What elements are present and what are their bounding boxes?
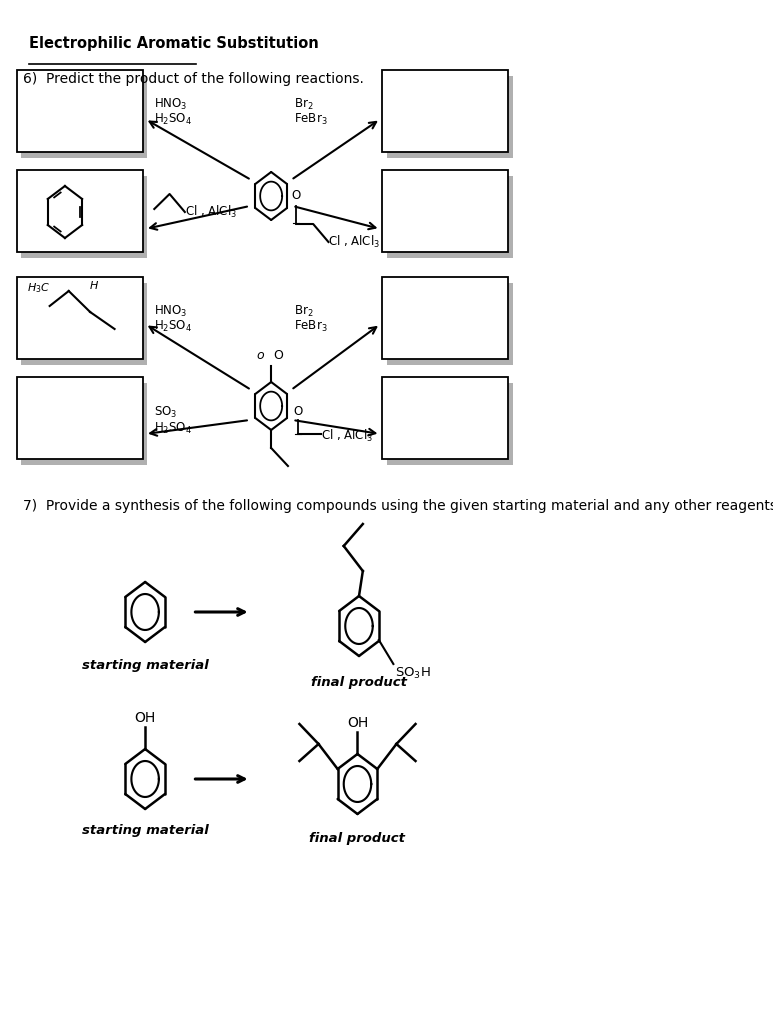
Text: H: H	[90, 281, 98, 291]
Text: HNO$_3$: HNO$_3$	[155, 304, 188, 319]
Text: O: O	[274, 349, 284, 362]
Text: 7)  Provide a synthesis of the following compounds using the given starting mate: 7) Provide a synthesis of the following …	[23, 499, 773, 513]
Bar	[17, 377, 143, 459]
Text: FeBr$_3$: FeBr$_3$	[294, 318, 328, 334]
Text: final product: final product	[309, 831, 406, 845]
Bar	[22, 383, 148, 465]
Bar	[17, 170, 143, 252]
Text: HNO$_3$: HNO$_3$	[155, 97, 188, 112]
Bar	[22, 283, 148, 365]
Bar	[22, 76, 148, 158]
Bar	[382, 70, 508, 152]
Bar	[382, 377, 508, 459]
Text: Br$_2$: Br$_2$	[294, 97, 314, 112]
Text: OH: OH	[135, 711, 155, 725]
Text: O: O	[293, 406, 302, 418]
Bar	[17, 278, 143, 359]
Text: Cl , AlCl$_3$: Cl , AlCl$_3$	[321, 428, 373, 444]
Text: Cl , AlCl$_3$: Cl , AlCl$_3$	[329, 233, 380, 250]
Text: 6)  Predict the product of the following reactions.: 6) Predict the product of the following …	[23, 72, 364, 86]
Text: H$_2$SO$_4$: H$_2$SO$_4$	[155, 421, 192, 436]
Text: Cl , AlCl$_3$: Cl , AlCl$_3$	[185, 204, 237, 220]
Bar	[386, 76, 512, 158]
Bar	[17, 70, 143, 152]
Text: Electrophilic Aromatic Substitution: Electrophilic Aromatic Substitution	[29, 36, 318, 51]
Text: starting material: starting material	[82, 824, 209, 837]
Text: SO$_3$: SO$_3$	[155, 404, 178, 420]
Text: final product: final product	[311, 676, 407, 689]
Text: H$_2$SO$_4$: H$_2$SO$_4$	[155, 112, 192, 127]
Text: starting material: starting material	[82, 659, 209, 672]
Bar	[386, 283, 512, 365]
Text: FeBr$_3$: FeBr$_3$	[294, 112, 328, 127]
Bar	[382, 170, 508, 252]
Text: $\it{o}$: $\it{o}$	[256, 349, 265, 362]
Text: SO$_3$H: SO$_3$H	[395, 666, 431, 681]
Text: H$_3$C: H$_3$C	[27, 282, 50, 295]
Bar	[386, 383, 512, 465]
Text: O: O	[291, 189, 301, 202]
Text: OH: OH	[347, 716, 368, 730]
Text: H$_2$SO$_4$: H$_2$SO$_4$	[155, 318, 192, 334]
Bar	[386, 176, 512, 258]
Bar	[382, 278, 508, 359]
Text: Br$_2$: Br$_2$	[294, 304, 314, 319]
Bar	[22, 176, 148, 258]
